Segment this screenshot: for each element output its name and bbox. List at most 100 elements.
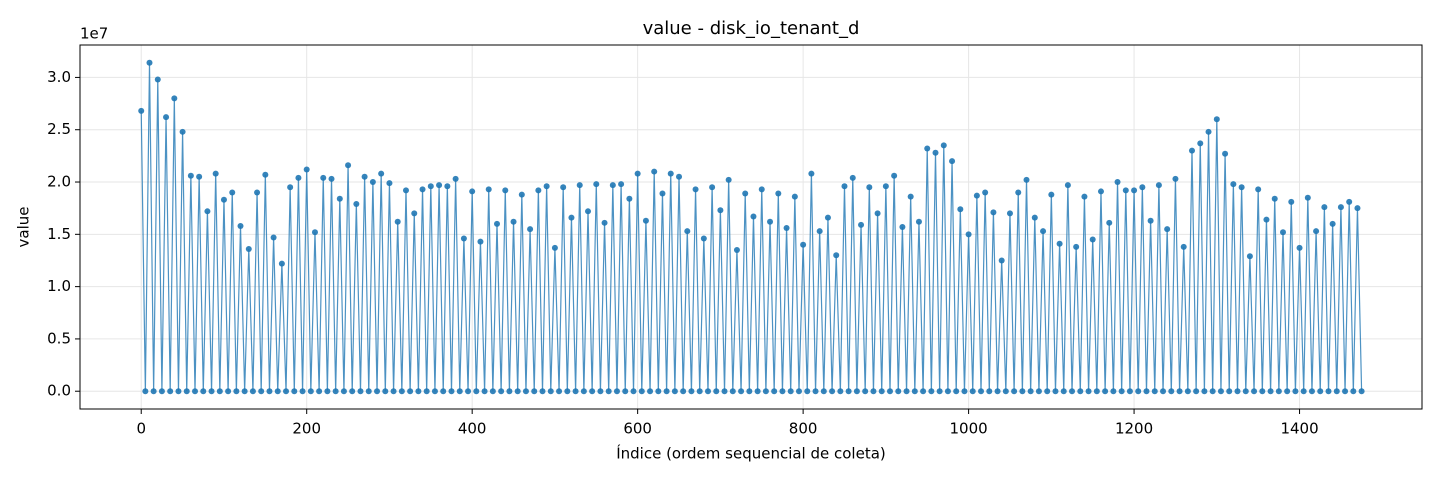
data-point	[915, 218, 922, 225]
data-point	[688, 388, 695, 395]
data-point	[1280, 229, 1287, 236]
data-point	[527, 226, 534, 233]
y-tick-label: 2.5	[47, 120, 71, 138]
data-point	[1213, 116, 1220, 123]
data-point	[1288, 198, 1295, 205]
data-point	[365, 388, 372, 395]
data-point	[696, 388, 703, 395]
axes-frame	[79, 44, 1423, 410]
data-point	[944, 388, 951, 395]
data-point	[394, 218, 401, 225]
data-point	[1114, 179, 1121, 186]
data-point	[820, 388, 827, 395]
data-point	[874, 210, 881, 217]
data-point	[634, 170, 641, 177]
data-point	[245, 245, 252, 252]
data-point	[978, 388, 985, 395]
data-point	[369, 179, 376, 186]
data-point	[324, 388, 331, 395]
data-point	[1193, 388, 1200, 395]
data-point	[667, 170, 674, 177]
x-axis-label: Índice (ordem sequencial de coleta)	[616, 444, 886, 463]
data-point	[448, 388, 455, 395]
data-point	[431, 388, 438, 395]
y-axis-label: value	[15, 207, 33, 248]
data-point	[1263, 216, 1270, 223]
y-tick-label: 0.0	[47, 382, 71, 400]
x-tick-label: 1000	[950, 420, 988, 438]
data-point	[340, 388, 347, 395]
x-tick-label: 1200	[1115, 420, 1153, 438]
data-point	[539, 388, 546, 395]
data-point	[750, 213, 757, 220]
data-point	[647, 388, 654, 395]
data-point	[1139, 184, 1146, 191]
data-point	[163, 114, 170, 121]
data-point	[1209, 388, 1216, 395]
x-tick-label: 600	[623, 420, 652, 438]
data-point	[709, 184, 716, 191]
data-point	[932, 149, 939, 156]
data-point	[580, 388, 587, 395]
data-point	[1329, 220, 1336, 227]
data-point	[994, 388, 1001, 395]
data-point	[775, 190, 782, 197]
data-point	[742, 190, 749, 197]
data-point	[800, 241, 807, 248]
data-point	[336, 195, 343, 202]
data-point	[237, 222, 244, 229]
data-point	[721, 388, 728, 395]
data-point	[1313, 228, 1320, 235]
data-point	[585, 208, 592, 215]
data-point	[551, 244, 558, 251]
data-point	[556, 388, 563, 395]
plot-area	[138, 59, 1365, 395]
data-point	[949, 158, 956, 165]
data-point	[456, 388, 463, 395]
grid	[80, 45, 1422, 409]
data-point	[485, 186, 492, 193]
data-point	[1048, 191, 1055, 198]
data-point	[1255, 186, 1262, 193]
data-point	[969, 388, 976, 395]
data-point	[328, 175, 335, 182]
data-point	[1188, 147, 1195, 154]
data-point	[998, 257, 1005, 264]
data-point	[671, 388, 678, 395]
data-point	[1267, 388, 1274, 395]
data-point	[1259, 388, 1266, 395]
data-point	[858, 221, 865, 228]
x-tick-label: 0	[136, 420, 146, 438]
data-point	[493, 220, 500, 227]
data-point	[142, 388, 149, 395]
data-point	[254, 189, 261, 196]
data-point	[837, 388, 844, 395]
data-point	[1271, 195, 1278, 202]
data-point	[1201, 388, 1208, 395]
data-point	[1160, 388, 1167, 395]
data-point	[1102, 388, 1109, 395]
data-point	[1217, 388, 1224, 395]
data-point	[514, 388, 521, 395]
data-point	[754, 388, 761, 395]
data-point	[593, 181, 600, 188]
data-point	[659, 190, 666, 197]
data-point	[638, 388, 645, 395]
data-point	[903, 388, 910, 395]
data-point	[589, 388, 596, 395]
data-point	[812, 388, 819, 395]
data-point	[676, 173, 683, 180]
data-point	[299, 388, 306, 395]
data-point	[270, 234, 277, 241]
x-tick-label: 200	[292, 420, 321, 438]
data-point	[936, 388, 943, 395]
data-point	[158, 388, 165, 395]
data-point	[1031, 214, 1038, 221]
data-point	[940, 142, 947, 149]
data-point	[651, 168, 658, 175]
data-point	[911, 388, 918, 395]
data-point	[419, 186, 426, 193]
data-point	[1006, 210, 1013, 217]
data-point	[200, 388, 207, 395]
data-point	[1089, 236, 1096, 243]
